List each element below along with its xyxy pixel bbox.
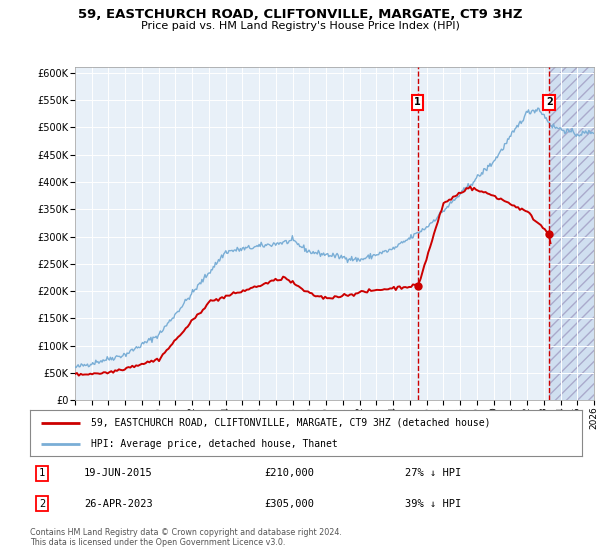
Text: HPI: Average price, detached house, Thanet: HPI: Average price, detached house, Than… [91, 439, 337, 449]
Text: 26-APR-2023: 26-APR-2023 [84, 498, 152, 508]
Text: 27% ↓ HPI: 27% ↓ HPI [405, 468, 461, 478]
Text: 1: 1 [414, 97, 421, 107]
Text: Contains HM Land Registry data © Crown copyright and database right 2024.
This d: Contains HM Land Registry data © Crown c… [30, 528, 342, 548]
Text: £305,000: £305,000 [265, 498, 314, 508]
Text: 19-JUN-2015: 19-JUN-2015 [84, 468, 152, 478]
Text: 2: 2 [39, 498, 45, 508]
Text: 59, EASTCHURCH ROAD, CLIFTONVILLE, MARGATE, CT9 3HZ (detached house): 59, EASTCHURCH ROAD, CLIFTONVILLE, MARGA… [91, 418, 490, 428]
Bar [549, 67, 594, 400]
Text: 59, EASTCHURCH ROAD, CLIFTONVILLE, MARGATE, CT9 3HZ: 59, EASTCHURCH ROAD, CLIFTONVILLE, MARGA… [78, 8, 522, 21]
Text: 2: 2 [546, 97, 553, 107]
Text: £210,000: £210,000 [265, 468, 314, 478]
Text: Price paid vs. HM Land Registry's House Price Index (HPI): Price paid vs. HM Land Registry's House … [140, 21, 460, 31]
Text: 1: 1 [39, 468, 45, 478]
Text: 39% ↓ HPI: 39% ↓ HPI [405, 498, 461, 508]
